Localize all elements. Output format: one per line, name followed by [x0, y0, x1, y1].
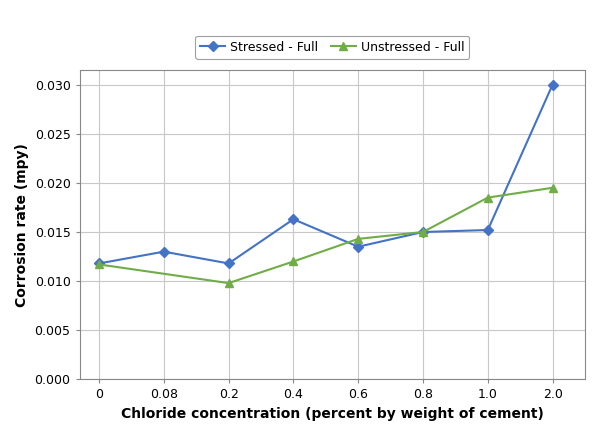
Unstressed - Full [290, 259, 297, 264]
Unstressed - Full [225, 280, 232, 286]
Stressed - Full [290, 217, 297, 222]
Unstressed - Full [484, 195, 491, 200]
Stressed - Full [225, 261, 232, 266]
Unstressed - Full [355, 236, 362, 242]
Unstressed - Full [419, 229, 427, 235]
Line: Unstressed - Full: Unstressed - Full [95, 184, 557, 287]
Stressed - Full [419, 229, 427, 235]
Stressed - Full [484, 228, 491, 233]
Y-axis label: Corrosion rate (mpy): Corrosion rate (mpy) [15, 143, 29, 307]
Stressed - Full [95, 261, 103, 266]
Line: Stressed - Full: Stressed - Full [95, 81, 556, 267]
Stressed - Full [355, 244, 362, 249]
X-axis label: Chloride concentration (percent by weight of cement): Chloride concentration (percent by weigh… [121, 407, 544, 421]
Stressed - Full [549, 82, 556, 87]
Unstressed - Full [95, 262, 103, 267]
Stressed - Full [160, 249, 167, 254]
Legend: Stressed - Full, Unstressed - Full: Stressed - Full, Unstressed - Full [195, 36, 469, 59]
Unstressed - Full [549, 185, 556, 191]
